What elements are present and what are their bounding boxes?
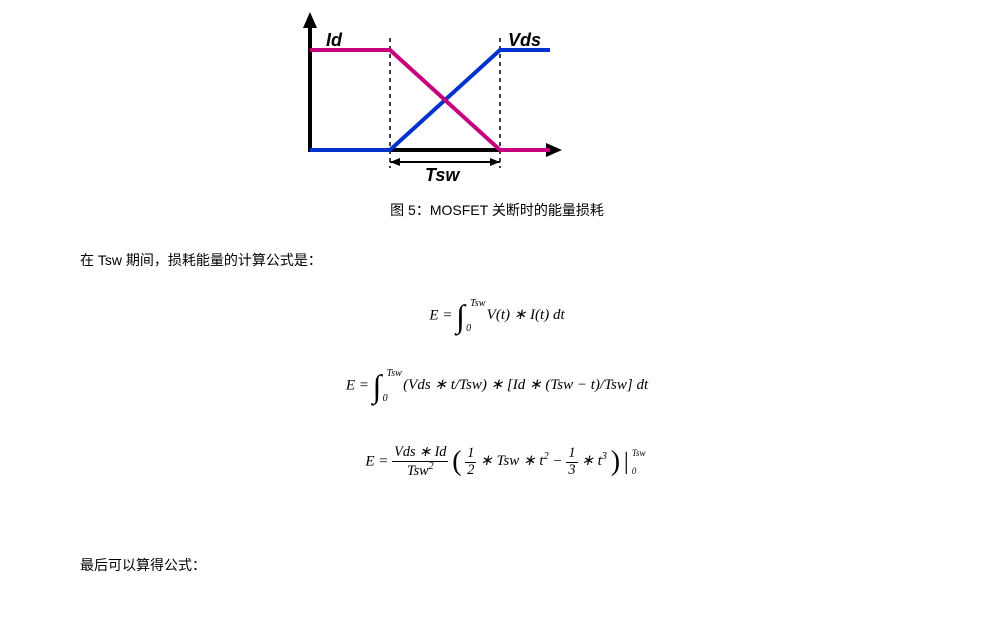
tsw-arrow-right	[490, 158, 500, 166]
paragraph-2: 最后可以算得公式：	[80, 555, 206, 575]
formula-3: E = Vds ∗ Id Tsw2 ( 1 2 ∗ Tsw ∗ t2 − 1 3…	[0, 445, 994, 479]
f3-main-frac: Vds ∗ Id Tsw2	[392, 445, 448, 479]
vds-curve	[310, 50, 550, 150]
f3-half-num: 1	[465, 446, 476, 463]
f2-integral: ∫ Tsw 0	[373, 370, 382, 402]
f3-half-den: 2	[465, 463, 476, 479]
f1-lower: 0	[466, 323, 471, 334]
lparen-icon: (	[452, 448, 461, 476]
f1-integral: ∫ Tsw 0	[456, 300, 465, 332]
f1-integrand: V(t) ∗ I(t) dt	[487, 307, 565, 323]
id-label: Id	[326, 30, 342, 51]
f3-lhs: E =	[365, 453, 392, 469]
formula-1: E = ∫ Tsw 0 V(t) ∗ I(t) dt	[0, 300, 994, 332]
rparen-icon: )	[611, 448, 620, 476]
f2-lhs: E =	[346, 377, 373, 393]
f2-upper: Tsw	[387, 368, 402, 379]
switching-chart: Id Vds Tsw	[290, 10, 570, 190]
paragraph-1: 在 Tsw 期间，损耗能量的计算公式是：	[80, 250, 322, 270]
f3-eval: | Tsw 0	[624, 450, 629, 474]
f2-integrand: (Vds ∗ t/Tsw) ∗ [Id ∗ (Tsw − t)/Tsw] dt	[403, 377, 648, 393]
f3-third-num: 1	[566, 446, 577, 463]
f3-half: 1 2	[465, 446, 476, 478]
tsw-arrow-left	[390, 158, 400, 166]
f3-frac-den: Tsw2	[392, 462, 448, 479]
f3-mid2: −	[553, 453, 567, 469]
f1-upper: Tsw	[470, 298, 485, 309]
f3-third-den: 3	[566, 463, 577, 479]
y-axis-arrow	[303, 12, 317, 28]
tsw-label: Tsw	[425, 165, 459, 186]
vds-label: Vds	[508, 30, 541, 51]
f3-eval-lower: 0	[632, 466, 637, 476]
f3-mid3: ∗ t3	[581, 453, 607, 469]
f2-lower: 0	[383, 393, 388, 404]
f3-third: 1 3	[566, 446, 577, 478]
f1-lhs: E =	[429, 307, 456, 323]
f3-mid1: ∗ Tsw ∗ t2	[480, 453, 549, 469]
formula-2: E = ∫ Tsw 0 (Vds ∗ t/Tsw) ∗ [Id ∗ (Tsw −…	[0, 370, 994, 402]
figure-caption: 图 5：MOSFET 关断时的能量损耗	[0, 200, 994, 220]
f3-frac-num: Vds ∗ Id	[392, 445, 448, 462]
id-curve	[310, 50, 550, 150]
f3-eval-upper: Tsw	[632, 448, 646, 458]
